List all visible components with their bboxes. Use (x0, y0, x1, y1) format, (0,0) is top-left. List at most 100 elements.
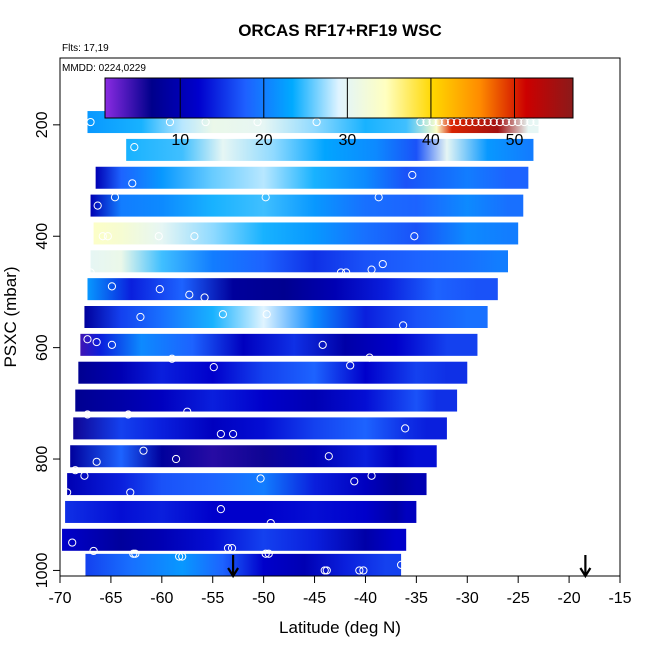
data-point (209, 363, 218, 372)
heatmap-area (62, 111, 539, 576)
data-point (200, 293, 209, 302)
data-point (261, 549, 270, 558)
data-point (175, 552, 184, 561)
data-point (266, 518, 275, 528)
colorbar-gradient (104, 77, 574, 119)
colorbar: 10 20 30 40 50 (104, 77, 574, 149)
data-point (320, 566, 329, 575)
y-tick-label: 800 (34, 446, 51, 473)
x-tick-label: -70 (48, 590, 71, 607)
data-point (124, 410, 133, 419)
x-tick-label: -25 (507, 590, 530, 607)
x-tick-label: -35 (405, 590, 428, 607)
data-point (218, 310, 228, 319)
data-point (154, 232, 163, 241)
data-point (350, 477, 359, 486)
x-tick-label: -65 (99, 590, 122, 607)
heatmap-band (126, 138, 534, 161)
x-axis-label: Latitude (deg N) (279, 618, 401, 637)
data-point (367, 265, 376, 274)
data-point (190, 232, 199, 241)
data-point (185, 290, 194, 299)
y-tick-label: 200 (34, 111, 51, 138)
data-point (155, 285, 164, 294)
data-point (264, 549, 273, 558)
data-point (346, 361, 355, 370)
y-tick-label: 400 (34, 223, 51, 250)
data-point (374, 193, 383, 202)
dates-label: MMDD: 0224,0229 (62, 63, 146, 74)
data-point (228, 429, 238, 439)
heatmap-band (67, 473, 427, 496)
data-point (378, 259, 387, 269)
data-point (322, 566, 331, 575)
colorbar-tick-label: 30 (338, 132, 356, 149)
heatmap-band (78, 361, 468, 384)
y-tick-label: 600 (34, 334, 51, 361)
data-point (83, 335, 92, 344)
data-point (63, 488, 72, 497)
colorbar-tick-label: 50 (506, 132, 524, 149)
plot-frame (59, 57, 621, 577)
data-point (355, 566, 364, 575)
x-tick-label: -55 (201, 590, 224, 607)
x-tick-label: -50 (252, 590, 275, 607)
heatmap-band (65, 500, 417, 523)
data-point (216, 429, 225, 439)
x-tick-label: -30 (456, 590, 479, 607)
data-point (86, 117, 95, 127)
x-tick-label: -20 (558, 590, 581, 607)
data-point (324, 452, 333, 461)
heatmap-band (85, 553, 402, 576)
heatmap-band (62, 528, 407, 551)
data-point (336, 268, 346, 277)
heatmap-band (90, 194, 524, 217)
data-point (83, 410, 92, 419)
data-point (71, 466, 80, 475)
data-point (130, 143, 139, 152)
data-point (80, 471, 89, 480)
heatmap-band (70, 445, 437, 468)
data-point (342, 268, 351, 277)
data-point (256, 474, 265, 483)
colorbar-tick-label: 40 (422, 132, 440, 149)
data-point (227, 544, 237, 553)
data-point (183, 407, 192, 416)
data-point (89, 546, 98, 556)
y-axis-label: PSXC (mbar) (1, 266, 20, 367)
data-point (261, 193, 270, 202)
data-point (128, 179, 137, 188)
y-axis: 200 400 600 800 1000 (34, 111, 60, 588)
heatmap-band (87, 278, 498, 301)
data-point (86, 268, 95, 277)
heatmap-band (84, 306, 488, 328)
x-tick-label: -45 (303, 590, 326, 607)
data-point (396, 560, 406, 569)
data-point (93, 201, 102, 210)
x-tick-label: -40 (354, 590, 377, 607)
chart-title: ORCAS RF17+RF19 WSC (238, 21, 442, 40)
data-point (107, 282, 117, 291)
data-point (216, 505, 225, 514)
heatmap-band (73, 417, 447, 440)
data-point (359, 566, 368, 575)
heatmap-band (75, 389, 458, 412)
data-point (129, 549, 138, 558)
data-point (401, 424, 410, 433)
data-point (223, 544, 233, 553)
data-point (131, 549, 140, 558)
data-point (139, 446, 148, 455)
y-tick-label: 1000 (34, 553, 51, 589)
flights-label: Flts: 17,19 (62, 43, 109, 54)
data-point (408, 170, 417, 180)
data-point (107, 340, 117, 349)
colorbar-tick-label: 20 (255, 132, 273, 149)
data-point (92, 457, 101, 466)
data-point (92, 337, 101, 347)
x-tick-label: -15 (608, 590, 631, 607)
data-point (110, 193, 120, 202)
data-point (399, 321, 408, 330)
data-point (365, 353, 374, 362)
data-point (167, 354, 177, 363)
